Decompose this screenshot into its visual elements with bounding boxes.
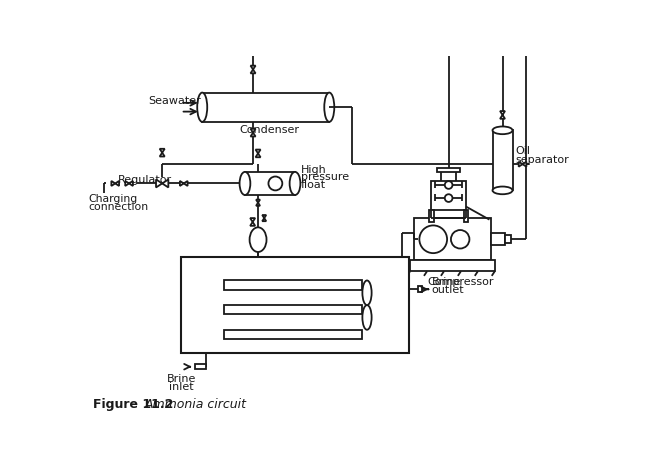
Polygon shape bbox=[156, 180, 162, 188]
Polygon shape bbox=[180, 181, 184, 186]
Bar bbox=[463, 211, 468, 222]
Circle shape bbox=[445, 194, 452, 202]
Polygon shape bbox=[160, 153, 164, 157]
Circle shape bbox=[445, 181, 452, 189]
Bar bbox=[195, 364, 206, 369]
Bar bbox=[437, 168, 460, 172]
Text: Oil: Oil bbox=[515, 146, 530, 156]
Polygon shape bbox=[262, 215, 266, 218]
Polygon shape bbox=[523, 162, 526, 167]
Bar bbox=[418, 286, 422, 292]
Polygon shape bbox=[250, 218, 255, 222]
Circle shape bbox=[268, 177, 282, 190]
Polygon shape bbox=[115, 181, 119, 186]
Polygon shape bbox=[250, 133, 255, 136]
Polygon shape bbox=[500, 111, 505, 115]
Polygon shape bbox=[255, 153, 261, 157]
Text: float: float bbox=[301, 180, 326, 190]
Bar bbox=[432, 181, 466, 211]
Text: outlet: outlet bbox=[432, 285, 464, 295]
Bar bbox=[414, 218, 491, 260]
Bar bbox=[224, 330, 363, 339]
Polygon shape bbox=[255, 149, 261, 153]
Ellipse shape bbox=[250, 227, 266, 252]
Bar bbox=[245, 172, 295, 195]
Polygon shape bbox=[519, 162, 523, 167]
Text: inlet: inlet bbox=[169, 382, 194, 392]
Polygon shape bbox=[162, 180, 168, 188]
Text: Brine: Brine bbox=[432, 277, 461, 287]
Text: connection: connection bbox=[88, 202, 148, 212]
Ellipse shape bbox=[363, 305, 372, 330]
Ellipse shape bbox=[493, 126, 513, 134]
Polygon shape bbox=[250, 66, 255, 70]
Text: Brine: Brine bbox=[167, 374, 196, 384]
Bar bbox=[491, 233, 505, 245]
Text: Condenser: Condenser bbox=[240, 125, 300, 134]
Text: pressure: pressure bbox=[301, 172, 349, 182]
Polygon shape bbox=[184, 181, 188, 186]
Polygon shape bbox=[500, 115, 505, 119]
Polygon shape bbox=[256, 203, 260, 206]
Ellipse shape bbox=[197, 93, 207, 122]
Polygon shape bbox=[125, 181, 129, 186]
Text: High: High bbox=[301, 164, 326, 174]
Polygon shape bbox=[160, 149, 164, 153]
Ellipse shape bbox=[324, 93, 334, 122]
Text: Ammonia circuit: Ammonia circuit bbox=[144, 398, 246, 411]
Ellipse shape bbox=[290, 172, 300, 195]
Bar bbox=[505, 235, 511, 243]
Text: Regulator: Regulator bbox=[118, 174, 172, 185]
Text: Charging: Charging bbox=[88, 194, 138, 204]
Bar bbox=[224, 281, 363, 290]
Text: separator: separator bbox=[515, 156, 569, 165]
Ellipse shape bbox=[240, 172, 250, 195]
Text: Seawater: Seawater bbox=[148, 96, 201, 106]
Text: Compressor: Compressor bbox=[427, 277, 493, 287]
Bar bbox=[493, 130, 513, 190]
Polygon shape bbox=[129, 181, 133, 186]
Bar bbox=[429, 211, 434, 222]
Circle shape bbox=[419, 226, 447, 253]
Ellipse shape bbox=[493, 187, 513, 194]
Polygon shape bbox=[111, 181, 115, 186]
Ellipse shape bbox=[363, 281, 372, 305]
Polygon shape bbox=[250, 222, 255, 226]
Circle shape bbox=[451, 230, 469, 249]
Bar bbox=[410, 260, 495, 271]
Polygon shape bbox=[256, 200, 260, 203]
Text: Figure 11.2: Figure 11.2 bbox=[93, 398, 174, 411]
Bar bbox=[224, 305, 363, 314]
Polygon shape bbox=[262, 218, 266, 221]
Bar bbox=[202, 93, 330, 122]
Polygon shape bbox=[250, 70, 255, 73]
Polygon shape bbox=[250, 129, 255, 133]
Bar bbox=[181, 257, 409, 353]
